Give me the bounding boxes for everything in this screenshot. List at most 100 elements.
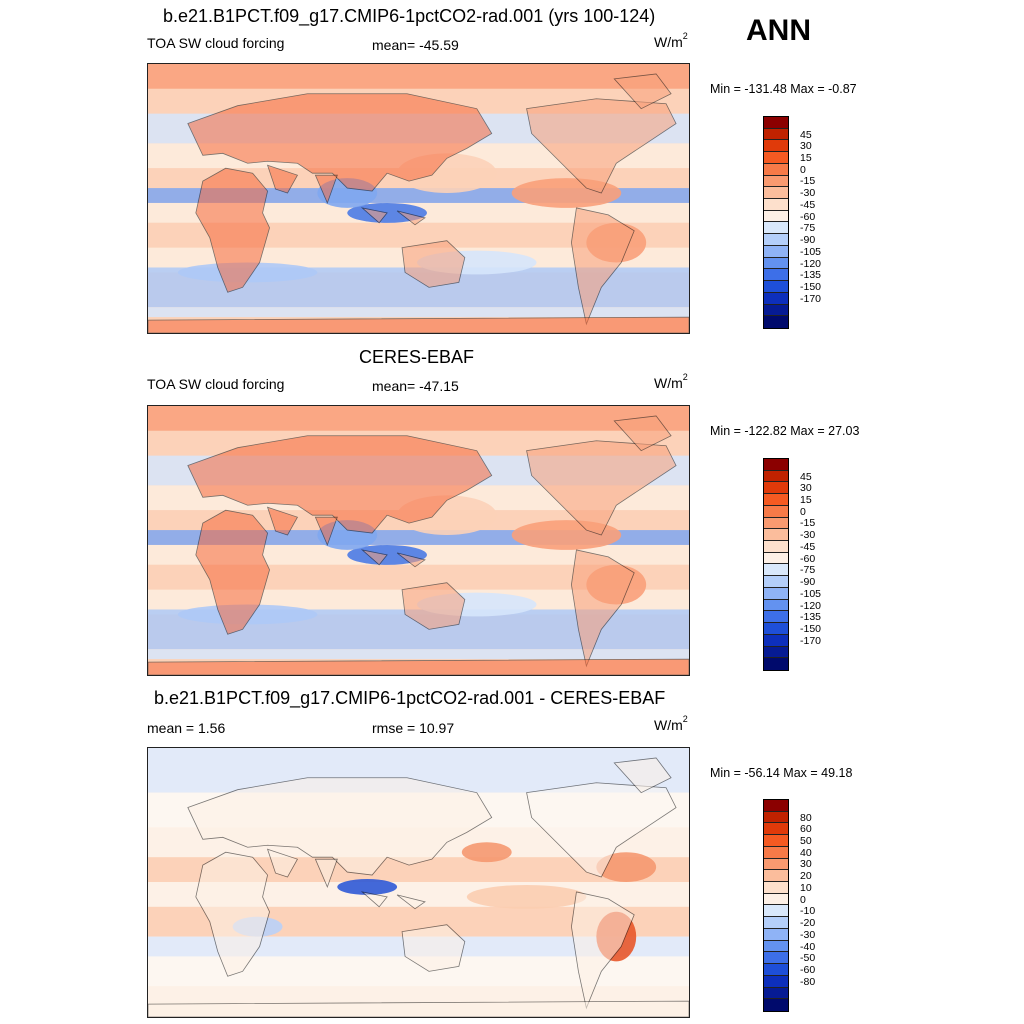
colorbar-tick-label: -170 bbox=[800, 292, 822, 305]
colorbar-tick-label: -80 bbox=[800, 975, 816, 988]
colorbar-tick-label: -15 bbox=[800, 175, 816, 188]
colorbar-tick-label: 20 bbox=[800, 870, 812, 883]
continent-outline bbox=[526, 440, 677, 536]
colorbar-tick-label: -90 bbox=[800, 576, 816, 589]
colorbar-tick-label: 45 bbox=[800, 128, 812, 141]
colorbar-tick-label: 45 bbox=[800, 470, 812, 483]
colorbar-tick-label: -120 bbox=[800, 257, 822, 270]
colorbar-tick-label: -40 bbox=[800, 940, 816, 953]
continent-outline bbox=[401, 924, 466, 972]
colorbar-box bbox=[764, 482, 788, 495]
continent-outline bbox=[187, 93, 493, 192]
colorbar-box bbox=[764, 987, 788, 1000]
map-zonal-band bbox=[148, 986, 689, 1002]
panel3-minmax: Min = -56.14 Max = 49.18 bbox=[710, 766, 853, 780]
panel3-map bbox=[147, 747, 690, 1018]
colorbar-tick-label: -60 bbox=[800, 552, 816, 565]
colorbar-tick-label: -30 bbox=[800, 928, 816, 941]
colorbar-tick-label: -50 bbox=[800, 952, 816, 965]
panel3-mean: mean = 1.56 bbox=[147, 720, 226, 736]
colorbar-box bbox=[764, 459, 788, 471]
continent-outline bbox=[526, 98, 677, 194]
continent-outline bbox=[571, 891, 635, 1010]
colorbar-box bbox=[764, 222, 788, 235]
map-field-patch bbox=[466, 884, 587, 909]
colorbar-box bbox=[764, 800, 788, 812]
continent-outline bbox=[571, 549, 635, 668]
colorbar-box bbox=[764, 634, 788, 647]
continent-outline bbox=[148, 316, 689, 333]
colorbar-tick-label: -60 bbox=[800, 210, 816, 223]
colorbar-box bbox=[764, 199, 788, 211]
colorbar-tick-label: 30 bbox=[800, 140, 812, 153]
colorbar-box bbox=[764, 835, 788, 847]
colorbar-box bbox=[764, 140, 788, 153]
map-field-patch bbox=[596, 852, 657, 883]
colorbar-tick-label: 15 bbox=[800, 494, 812, 507]
colorbar-box bbox=[764, 623, 788, 635]
colorbar-tick-label: 0 bbox=[800, 893, 806, 906]
continent-outline bbox=[187, 777, 493, 876]
continent-outline bbox=[266, 164, 338, 205]
colorbar-box bbox=[764, 292, 788, 305]
colorbar-box bbox=[764, 646, 788, 659]
colorbar-box bbox=[764, 210, 788, 223]
panel2-colorbar bbox=[763, 458, 789, 671]
colorbar-box bbox=[764, 882, 788, 894]
panel1-minmax: Min = -131.48 Max = -0.87 bbox=[710, 82, 857, 96]
continent-outline bbox=[401, 582, 466, 630]
colorbar-box bbox=[764, 187, 788, 200]
colorbar-tick-label: 30 bbox=[800, 482, 812, 495]
colorbar-box bbox=[764, 917, 788, 929]
colorbar-tick-label: -15 bbox=[800, 517, 816, 530]
colorbar-box bbox=[764, 905, 788, 918]
continent-outline bbox=[401, 240, 466, 288]
colorbar-tick-label: -75 bbox=[800, 222, 816, 235]
map-zonal-band bbox=[148, 406, 689, 431]
panel1-variable-label: TOA SW cloud forcing bbox=[147, 35, 285, 51]
colorbar-box bbox=[764, 245, 788, 258]
colorbar-box bbox=[764, 163, 788, 176]
colorbar-tick-label: 50 bbox=[800, 835, 812, 848]
colorbar-tick-label: 0 bbox=[800, 163, 806, 176]
colorbar-box bbox=[764, 999, 788, 1011]
continent-outline bbox=[360, 549, 426, 568]
colorbar-box bbox=[764, 858, 788, 871]
colorbar-box bbox=[764, 517, 788, 530]
colorbar-box bbox=[764, 281, 788, 293]
colorbar-box bbox=[764, 823, 788, 836]
colorbar-tick-label: -45 bbox=[800, 540, 816, 553]
colorbar-tick-label: -135 bbox=[800, 611, 822, 624]
colorbar-box bbox=[764, 928, 788, 941]
continent-outline bbox=[526, 782, 677, 878]
panel2-units: W/m2 bbox=[654, 372, 688, 391]
colorbar-box bbox=[764, 152, 788, 164]
panel3-title: b.e21.B1PCT.f09_g17.CMIP6-1pctCO2-rad.00… bbox=[154, 688, 666, 708]
panel3-colorbar bbox=[763, 799, 789, 1012]
colorbar-box bbox=[764, 564, 788, 577]
panel2-variable-label: TOA SW cloud forcing bbox=[147, 376, 285, 392]
panel2-title: CERES-EBAF bbox=[359, 347, 475, 367]
map-field-patch bbox=[461, 842, 512, 863]
panel2-map bbox=[147, 405, 690, 676]
colorbar-tick-label: -30 bbox=[800, 187, 816, 200]
continent-outline bbox=[360, 207, 426, 226]
colorbar-tick-label: -150 bbox=[800, 280, 822, 293]
colorbar-tick-label: -30 bbox=[800, 529, 816, 542]
colorbar-tick-label: 0 bbox=[800, 505, 806, 518]
colorbar-tick-label: 10 bbox=[800, 881, 812, 894]
continent-outline bbox=[195, 167, 270, 293]
colorbar-box bbox=[764, 316, 788, 328]
continent-outline bbox=[360, 891, 426, 910]
colorbar-tick-label: -10 bbox=[800, 905, 816, 918]
colorbar-box bbox=[764, 952, 788, 965]
colorbar-box bbox=[764, 599, 788, 612]
continent-outline bbox=[613, 415, 672, 452]
map-zonal-band bbox=[148, 307, 689, 318]
colorbar-box bbox=[764, 975, 788, 988]
colorbar-box bbox=[764, 269, 788, 282]
colorbar-box bbox=[764, 529, 788, 542]
colorbar-tick-label: -105 bbox=[800, 245, 822, 258]
panel1-mean: mean= -45.59 bbox=[372, 37, 459, 53]
colorbar-box bbox=[764, 893, 788, 906]
